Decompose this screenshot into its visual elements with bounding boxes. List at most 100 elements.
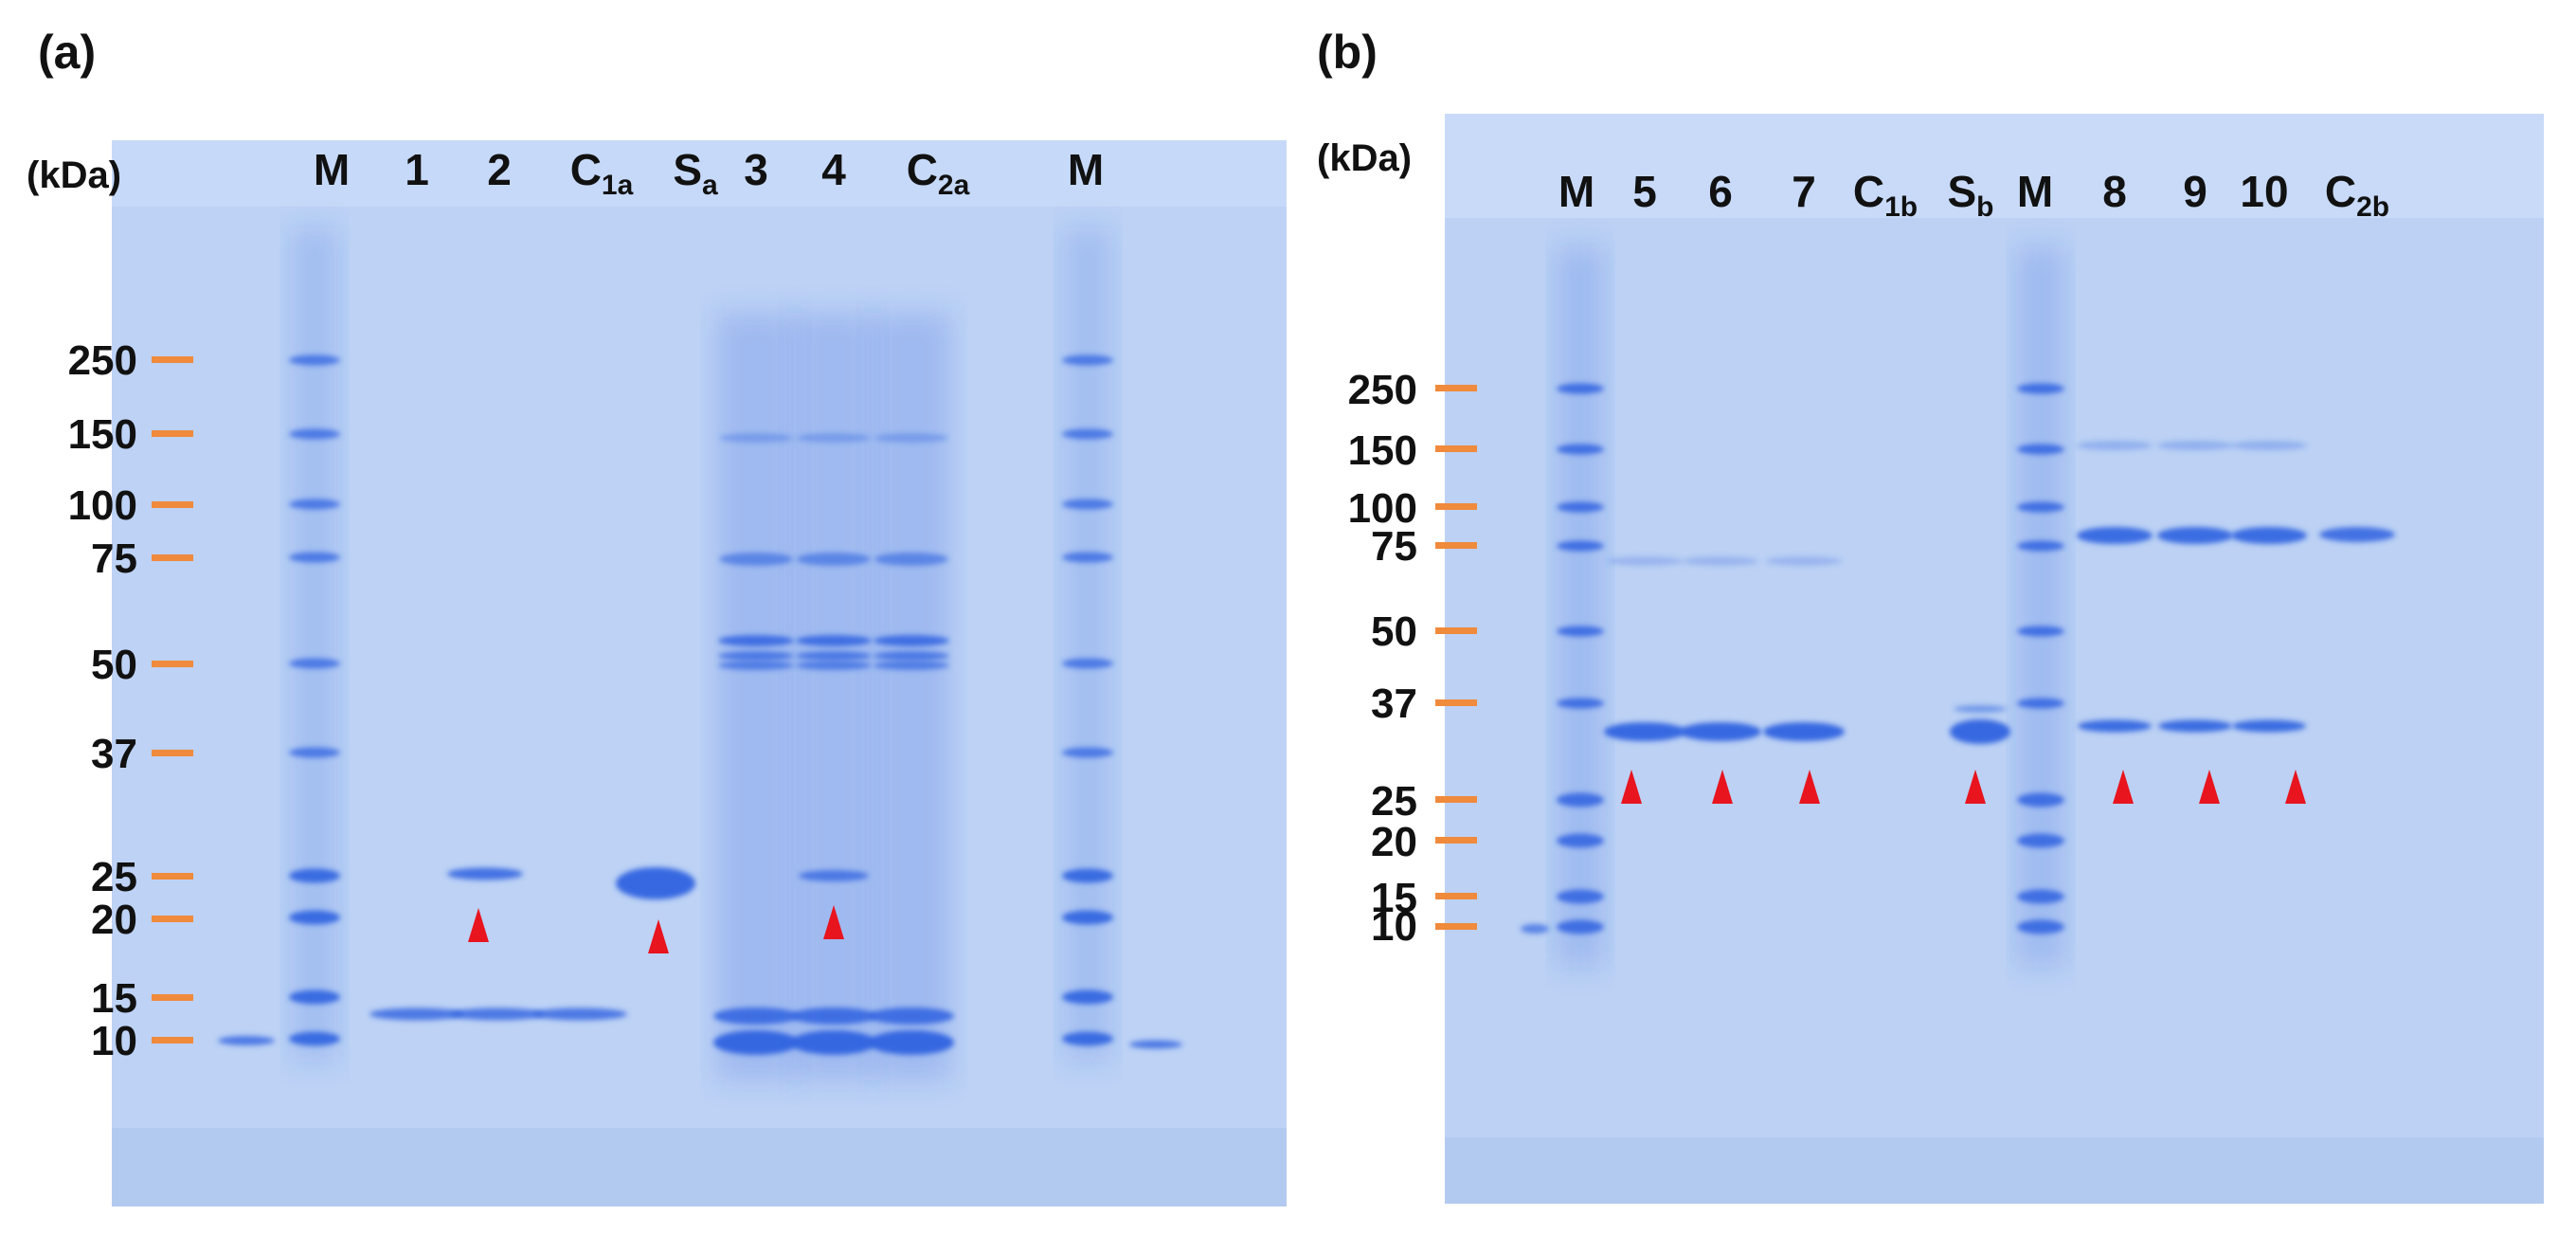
mw-label-a-100: 100 — [68, 482, 137, 529]
mw-label-b-100: 100 — [1348, 485, 1417, 532]
ladder-band — [289, 868, 340, 883]
ladder-band — [1062, 868, 1113, 883]
lysate-band — [869, 1030, 954, 1055]
lysate-band — [718, 651, 794, 661]
lane-label-b-6: Sb — [1947, 167, 1993, 223]
lane-label-b-9: 9 — [2183, 167, 2207, 216]
lane-labels-b: M 5 6 7 C1b Sb M 8 9 10 C2b — [1558, 167, 2389, 223]
sample-band — [447, 867, 523, 880]
mw-tick-b-50 — [1435, 627, 1477, 634]
lane-labels-a: M 1 2 C1a Sa 3 4 C2a M — [314, 145, 1104, 201]
lysate-band — [791, 1007, 876, 1025]
lysate-band — [718, 661, 794, 670]
ladder-band — [1129, 1040, 1182, 1049]
ladder-band — [1557, 698, 1604, 709]
lane-label-b-5: C1b — [1853, 167, 1918, 223]
lysate-band — [796, 651, 872, 661]
target-arrow — [1965, 770, 1986, 804]
sample-band — [1763, 722, 1845, 741]
mw-label-b-10: 10 — [1371, 903, 1417, 950]
mw-label-a-50: 50 — [91, 642, 137, 688]
sample-band — [2319, 527, 2395, 542]
mw-tick-b-75 — [1435, 542, 1477, 549]
mw-scale-a: 250 150 100 75 50 37 25 20 15 10 — [68, 337, 193, 1064]
ladder-band — [2017, 540, 2064, 552]
lysate-band — [874, 661, 949, 670]
ladder-band — [1557, 833, 1604, 848]
ladder-band — [289, 989, 340, 1005]
lysate-band — [791, 1030, 876, 1055]
mw-tick-a-10 — [152, 1037, 193, 1043]
mw-tick-a-150 — [152, 430, 193, 437]
sample-band — [2232, 719, 2306, 733]
mw-label-a-250: 250 — [68, 337, 137, 384]
ladder-band — [1557, 540, 1604, 552]
ladder-band — [1557, 383, 1604, 394]
lysate-band — [713, 1030, 799, 1055]
lysate-band — [797, 433, 871, 443]
lysate-band — [869, 1007, 954, 1025]
sample-band — [1954, 705, 2007, 713]
lysate-smear — [872, 313, 951, 1080]
lane-label-b-4: 7 — [1792, 167, 1816, 216]
ladder-band — [289, 354, 340, 366]
lysate-band — [874, 433, 948, 443]
mw-scale-b: 250 150 100 75 50 37 25 20 15 10 — [1348, 367, 1477, 950]
lane-label-b-8: 8 — [2102, 167, 2127, 216]
unit-label-a: (kDa) — [27, 154, 121, 196]
sample-band — [616, 867, 695, 899]
target-arrow — [648, 919, 669, 953]
mw-tick-b-20 — [1435, 837, 1477, 844]
lane-label-a-1: M — [314, 145, 350, 194]
target-arrow — [2285, 770, 2306, 804]
lane-label-b-3: 6 — [1708, 167, 1733, 216]
ladder-band — [1557, 792, 1604, 808]
ladder-band — [2017, 792, 2064, 808]
ladder-band — [1557, 889, 1604, 904]
sample-band — [2157, 527, 2233, 544]
lane-label-b-10: 10 — [2240, 167, 2288, 216]
ladder-band — [1062, 1031, 1113, 1046]
lysate-band — [796, 661, 872, 670]
sample-band — [1683, 556, 1758, 566]
lysate-band — [796, 635, 872, 646]
ladder-band — [2017, 444, 2064, 455]
ladder-band — [289, 1031, 340, 1046]
sample-band — [2158, 719, 2232, 733]
sample-band — [369, 1007, 464, 1021]
ladder-band — [2017, 919, 2064, 935]
sample-band — [1950, 719, 2010, 744]
ladder-band — [289, 428, 340, 440]
panel-b-label: (b) — [1317, 26, 1378, 79]
ladder-band — [1062, 354, 1113, 366]
target-arrow — [1799, 770, 1820, 804]
ladder-band — [1557, 626, 1604, 637]
mw-label-a-10: 10 — [91, 1018, 137, 1064]
panel-b: (b) (kDa) M 5 6 7 C1b Sb M 8 9 10 C2b 25… — [1317, 26, 2544, 1204]
lysate-band — [719, 553, 793, 566]
mw-tick-a-20 — [152, 916, 193, 922]
ladder-band — [289, 499, 340, 510]
mw-tick-b-150 — [1435, 445, 1477, 452]
sample-band — [1766, 556, 1842, 566]
target-arrow — [823, 905, 844, 939]
mw-label-b-25: 25 — [1371, 778, 1417, 825]
mw-tick-a-250 — [152, 356, 193, 363]
mw-tick-b-25 — [1435, 796, 1477, 803]
ladder-band — [289, 910, 340, 925]
sample-band — [2231, 441, 2307, 450]
lane-label-a-6: 3 — [744, 145, 768, 194]
ladder-band — [1062, 658, 1113, 669]
ladder-band — [289, 658, 340, 669]
mw-tick-b-37 — [1435, 699, 1477, 706]
ladder-band — [289, 552, 340, 563]
mw-tick-a-37 — [152, 750, 193, 756]
mw-tick-b-10 — [1435, 923, 1477, 930]
mw-label-a-20: 20 — [91, 897, 137, 943]
gel-b-arrows — [1621, 770, 2306, 804]
sample-band — [1607, 556, 1683, 566]
mw-label-b-75: 75 — [1371, 523, 1417, 570]
lane-label-a-2: 1 — [405, 145, 429, 194]
ladder-smear — [1063, 227, 1112, 1062]
gel-b-well-strip — [1445, 114, 2544, 218]
